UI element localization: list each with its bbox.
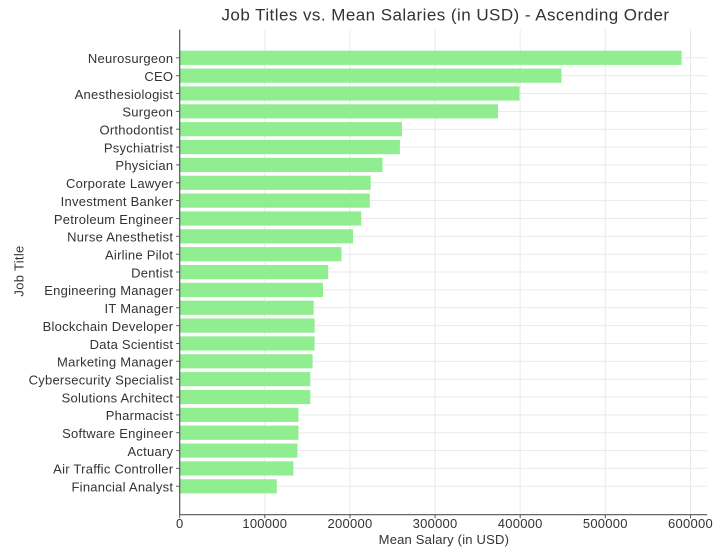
svg-text:Psychiatrist: Psychiatrist: [104, 140, 174, 155]
svg-text:Surgeon: Surgeon: [122, 105, 173, 120]
svg-text:Air Traffic Controller: Air Traffic Controller: [53, 462, 174, 477]
svg-text:Engineering Manager: Engineering Manager: [44, 283, 173, 298]
svg-text:200000: 200000: [328, 516, 373, 531]
svg-text:600000: 600000: [668, 516, 713, 531]
svg-text:Solutions Architect: Solutions Architect: [62, 390, 174, 405]
svg-text:Software Engineer: Software Engineer: [62, 426, 174, 441]
svg-text:Data Scientist: Data Scientist: [90, 337, 174, 352]
svg-text:400000: 400000: [498, 516, 543, 531]
svg-text:Marketing Manager: Marketing Manager: [57, 355, 174, 370]
svg-text:300000: 300000: [413, 516, 458, 531]
svg-text:Cybersecurity Specialist: Cybersecurity Specialist: [29, 373, 174, 388]
svg-text:Dentist: Dentist: [131, 265, 173, 280]
svg-text:Nurse Anesthetist: Nurse Anesthetist: [67, 230, 173, 245]
svg-text:Airline Pilot: Airline Pilot: [105, 248, 173, 263]
svg-text:Financial Analyst: Financial Analyst: [71, 480, 173, 495]
svg-text:Job Titles vs. Mean Salaries (: Job Titles vs. Mean Salaries (in USD) - …: [221, 6, 669, 25]
svg-text:IT Manager: IT Manager: [105, 301, 174, 316]
svg-text:Physician: Physician: [115, 158, 173, 173]
svg-text:Blockchain Developer: Blockchain Developer: [43, 319, 174, 334]
svg-text:0: 0: [176, 516, 183, 531]
svg-text:500000: 500000: [583, 516, 628, 531]
svg-text:Orthodontist: Orthodontist: [99, 123, 173, 138]
svg-text:Pharmacist: Pharmacist: [106, 408, 174, 423]
svg-text:Job Title: Job Title: [12, 245, 27, 296]
svg-text:Actuary: Actuary: [127, 444, 173, 459]
svg-text:Mean Salary (in USD): Mean Salary (in USD): [379, 532, 509, 547]
svg-text:Neurosurgeon: Neurosurgeon: [88, 51, 173, 66]
svg-text:100000: 100000: [242, 516, 287, 531]
svg-text:Petroleum Engineer: Petroleum Engineer: [54, 212, 174, 227]
svg-text:CEO: CEO: [144, 69, 173, 84]
svg-text:Anesthesiologist: Anesthesiologist: [75, 87, 174, 102]
svg-text:Investment Banker: Investment Banker: [61, 194, 174, 209]
svg-text:Corporate Lawyer: Corporate Lawyer: [66, 176, 174, 191]
